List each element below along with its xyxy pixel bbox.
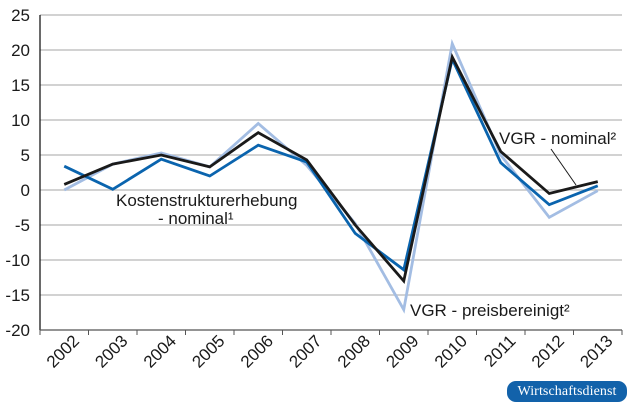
annotations: Kostenstrukturerhebung - nominal¹ VGR - … xyxy=(116,129,616,320)
gridlines xyxy=(40,14,622,296)
x-tick-label: 2012 xyxy=(528,331,568,371)
x-tick-label: 2007 xyxy=(285,331,325,371)
y-tick-label: 20 xyxy=(11,41,30,60)
series-line-0 xyxy=(63,54,599,273)
x-tick-label: 2010 xyxy=(431,331,471,371)
x-tick-label: 2013 xyxy=(576,331,616,371)
x-axis-tick-labels: 2002 2003 2004 2005 2006 2007 2008 2009 2010 2011… xyxy=(43,331,617,371)
series-lines xyxy=(63,38,599,314)
y-tick-label: -5 xyxy=(15,216,30,235)
x-tick-label: 2011 xyxy=(480,331,519,370)
leader-line-vgr-nominal xyxy=(550,148,577,186)
y-tick-label: 10 xyxy=(11,111,30,130)
series-line-1 xyxy=(63,52,599,285)
y-tick-label: -15 xyxy=(5,286,30,305)
wirtschaftsdienst-logo: Wirtschaftsdienst xyxy=(507,381,627,402)
y-tick-label: -20 xyxy=(5,321,30,340)
y-tick-label: 25 xyxy=(11,6,30,25)
x-tick-label: 2009 xyxy=(382,331,422,371)
y-tick-label: 5 xyxy=(21,146,30,165)
x-tick-label: 2008 xyxy=(334,331,374,371)
axes xyxy=(39,15,623,335)
label-kostenstruktur-line1: Kostenstrukturerhebung xyxy=(116,191,297,210)
y-tick-label: 15 xyxy=(11,76,30,95)
x-tick-label: 2005 xyxy=(188,331,228,371)
x-tick-label: 2003 xyxy=(91,331,131,371)
x-tick-label: 2004 xyxy=(140,331,180,371)
label-kostenstruktur-line2: - nominal¹ xyxy=(158,209,234,228)
label-vgr-nominal: VGR - nominal² xyxy=(499,129,616,148)
y-tick-label: 0 xyxy=(21,181,30,200)
y-axis-tick-labels: 25 20 15 10 5 0 -5 -10 -15 -20 xyxy=(5,6,30,340)
x-tick-label: 2002 xyxy=(43,331,83,371)
x-tick-label: 2006 xyxy=(237,331,277,371)
label-vgr-preisbereinigt: VGR - preisbereinigt² xyxy=(410,301,570,320)
y-tick-label: -10 xyxy=(5,251,30,270)
